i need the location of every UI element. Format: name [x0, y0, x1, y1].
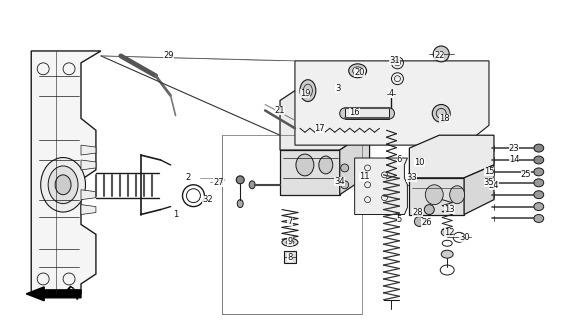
Text: 34: 34 — [335, 177, 345, 186]
Ellipse shape — [349, 64, 366, 78]
Text: 31: 31 — [389, 56, 400, 65]
Text: 29: 29 — [164, 52, 174, 60]
Polygon shape — [354, 158, 407, 214]
Ellipse shape — [387, 89, 396, 98]
Bar — [284, 251, 296, 263]
Ellipse shape — [534, 214, 544, 222]
Text: 7: 7 — [287, 217, 293, 226]
Text: 6: 6 — [396, 156, 402, 164]
Ellipse shape — [415, 217, 424, 227]
Text: 4: 4 — [389, 89, 394, 98]
Text: 16: 16 — [349, 108, 360, 117]
Text: 18: 18 — [439, 114, 449, 123]
Ellipse shape — [55, 175, 71, 195]
Text: 22: 22 — [434, 52, 445, 60]
Text: 17: 17 — [315, 124, 325, 133]
Ellipse shape — [432, 105, 450, 122]
Text: 19: 19 — [300, 89, 310, 98]
Polygon shape — [81, 190, 96, 200]
Text: 12: 12 — [444, 228, 454, 237]
Ellipse shape — [388, 107, 395, 110]
Text: 35: 35 — [484, 178, 494, 187]
Text: 30: 30 — [459, 233, 469, 242]
Ellipse shape — [388, 116, 395, 120]
Ellipse shape — [534, 168, 544, 176]
Ellipse shape — [433, 46, 449, 62]
Text: 32: 32 — [202, 195, 212, 204]
Text: 24: 24 — [488, 181, 499, 190]
Text: 3: 3 — [335, 84, 340, 93]
Polygon shape — [410, 135, 494, 178]
Ellipse shape — [534, 179, 544, 187]
Ellipse shape — [319, 156, 333, 174]
Ellipse shape — [450, 186, 465, 204]
Text: 26: 26 — [421, 218, 432, 227]
Text: 5: 5 — [397, 215, 402, 224]
Bar — [345, 108, 390, 119]
Polygon shape — [81, 145, 96, 155]
Ellipse shape — [237, 200, 243, 208]
Ellipse shape — [296, 154, 314, 176]
Ellipse shape — [534, 191, 544, 199]
FancyArrow shape — [26, 287, 81, 301]
Text: 28: 28 — [412, 208, 423, 217]
Polygon shape — [295, 61, 489, 145]
Text: 9: 9 — [287, 237, 293, 246]
Text: 27: 27 — [213, 178, 224, 187]
Ellipse shape — [236, 176, 244, 184]
Polygon shape — [340, 130, 370, 195]
Ellipse shape — [300, 80, 316, 101]
Ellipse shape — [282, 238, 298, 246]
Text: 1: 1 — [173, 210, 178, 219]
Ellipse shape — [534, 156, 544, 164]
Ellipse shape — [424, 204, 435, 214]
Ellipse shape — [249, 181, 255, 189]
Ellipse shape — [286, 240, 294, 244]
Polygon shape — [31, 51, 101, 294]
Text: 14: 14 — [508, 156, 519, 164]
Ellipse shape — [385, 108, 394, 119]
Text: FR.: FR. — [63, 284, 83, 303]
Ellipse shape — [341, 164, 349, 172]
Text: 13: 13 — [444, 205, 454, 214]
Ellipse shape — [340, 108, 350, 119]
Text: 8: 8 — [287, 253, 293, 262]
Text: 15: 15 — [484, 167, 494, 176]
Ellipse shape — [388, 111, 395, 116]
Text: 33: 33 — [406, 173, 417, 182]
Text: 20: 20 — [354, 68, 365, 77]
Polygon shape — [464, 165, 494, 214]
Text: 25: 25 — [520, 170, 531, 180]
Ellipse shape — [48, 166, 78, 204]
Ellipse shape — [441, 228, 453, 236]
Text: 23: 23 — [508, 144, 519, 153]
Polygon shape — [81, 160, 96, 170]
Polygon shape — [280, 150, 340, 195]
Ellipse shape — [388, 121, 395, 125]
Ellipse shape — [425, 185, 443, 204]
Ellipse shape — [534, 203, 544, 211]
Bar — [222, 135, 362, 314]
Polygon shape — [280, 81, 370, 150]
Ellipse shape — [534, 144, 544, 152]
Polygon shape — [410, 178, 464, 214]
Text: 21: 21 — [275, 106, 285, 115]
Ellipse shape — [41, 157, 85, 212]
Text: 2: 2 — [186, 173, 191, 182]
Ellipse shape — [341, 181, 349, 189]
Text: 10: 10 — [414, 158, 425, 167]
Polygon shape — [81, 204, 96, 214]
Text: 11: 11 — [360, 172, 370, 181]
Ellipse shape — [441, 250, 453, 258]
